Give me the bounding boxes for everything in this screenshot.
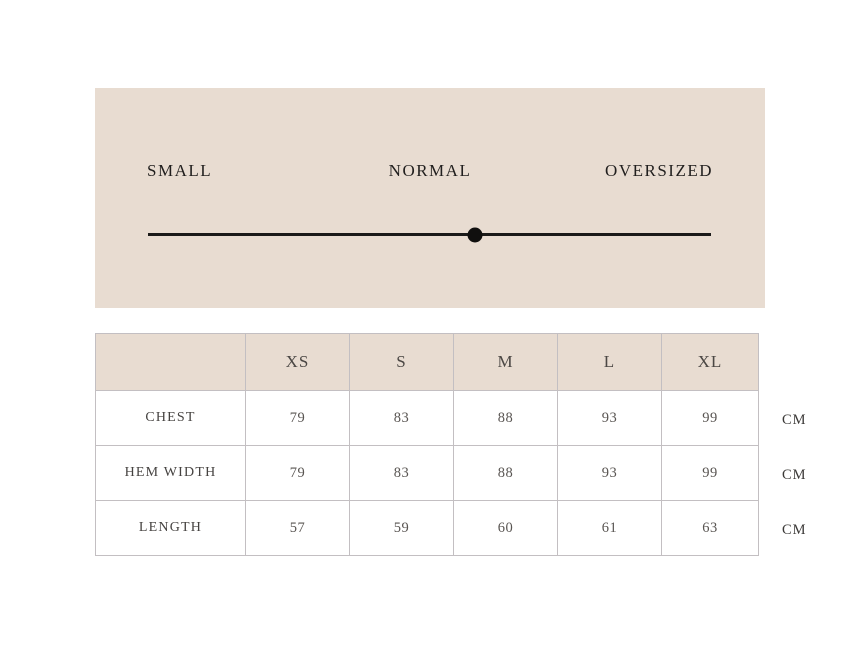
size-value: 79 <box>245 390 350 446</box>
measurement-label-chest: CHEST <box>95 390 246 446</box>
size-value: 79 <box>245 445 350 501</box>
size-table-header-row: XS S M L XL <box>95 333 759 391</box>
size-value: 63 <box>661 500 759 556</box>
size-column-header-s: S <box>349 333 454 391</box>
size-column-header-xl: XL <box>661 333 759 391</box>
unit-column: CM CM CM <box>782 391 807 556</box>
size-column-header-xs: XS <box>245 333 350 391</box>
fit-scale-track <box>148 227 711 242</box>
measurement-label-length: LENGTH <box>95 500 246 556</box>
size-value: 88 <box>453 445 558 501</box>
fit-scale-panel: SMALL NORMAL OVERSIZED <box>95 88 765 308</box>
size-table: XS S M L XL CHEST 79 83 88 93 99 HEM WID… <box>95 333 759 556</box>
unit-label-length: CM <box>782 522 807 538</box>
size-value: 93 <box>557 445 662 501</box>
size-value: 83 <box>349 445 454 501</box>
fit-scale-label-small: SMALL <box>147 161 213 180</box>
measurement-label-hem-width: HEM WIDTH <box>95 445 246 501</box>
table-row-length: LENGTH 57 59 60 61 63 <box>95 500 759 556</box>
table-row-hem-width: HEM WIDTH 79 83 88 93 99 <box>95 445 759 501</box>
size-column-header-l: L <box>557 333 662 391</box>
size-value: 59 <box>349 500 454 556</box>
size-value: 57 <box>245 500 350 556</box>
size-value: 93 <box>557 390 662 446</box>
unit-label-chest: CM <box>782 412 807 428</box>
size-value: 61 <box>557 500 662 556</box>
size-column-header-m: M <box>453 333 558 391</box>
fit-scale-label-oversized: OVERSIZED <box>605 161 713 180</box>
size-value: 99 <box>661 390 759 446</box>
unit-label-hem-width: CM <box>782 467 807 483</box>
size-value: 83 <box>349 390 454 446</box>
fit-scale-marker-dot <box>467 227 483 242</box>
size-value: 60 <box>453 500 558 556</box>
table-row-chest: CHEST 79 83 88 93 99 <box>95 390 759 446</box>
fit-scale-label-normal: NORMAL <box>388 161 472 180</box>
size-table-corner-cell <box>95 333 246 391</box>
size-value: 99 <box>661 445 759 501</box>
size-value: 88 <box>453 390 558 446</box>
